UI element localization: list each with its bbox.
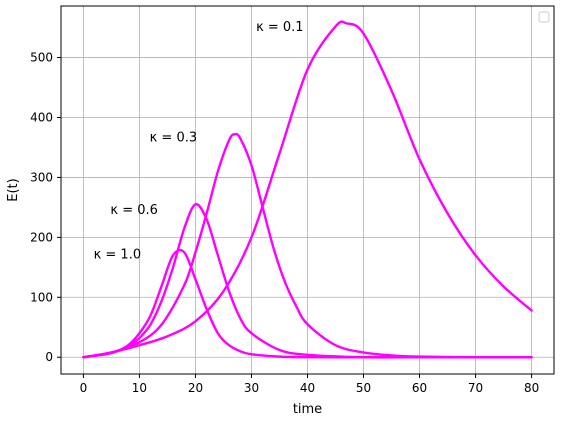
x-tick-label: 60 bbox=[412, 381, 427, 395]
x-tick-label: 50 bbox=[356, 381, 371, 395]
y-axis-label: E(t) bbox=[6, 178, 21, 201]
series-line-2 bbox=[82, 203, 533, 359]
x-tick-label: 40 bbox=[300, 381, 315, 395]
series-line-3 bbox=[82, 132, 533, 359]
annotation-label: κ = 1.0 bbox=[94, 248, 142, 263]
ticks: 0 10 20 30 40 50 60 70 80 0 100 200 300 400 500 bbox=[30, 51, 539, 395]
annotation-label: κ = 0.6 bbox=[110, 203, 158, 218]
x-tick-label: 20 bbox=[188, 381, 203, 395]
x-tick-label: 10 bbox=[132, 381, 147, 395]
annotation-label: κ = 0.3 bbox=[150, 131, 198, 146]
y-tick-label: 400 bbox=[30, 110, 53, 124]
x-axis-label: time bbox=[293, 402, 322, 417]
annotations: κ = 1.0 κ = 0.6 κ = 0.3 κ = 0.1 bbox=[94, 20, 304, 263]
series-line-4 bbox=[82, 20, 533, 359]
annotation-label: κ = 0.1 bbox=[256, 20, 304, 35]
series-group bbox=[82, 20, 533, 359]
y-tick-label: 500 bbox=[30, 51, 53, 65]
y-tick-label: 100 bbox=[30, 290, 53, 304]
x-tick-label: 0 bbox=[80, 381, 88, 395]
x-tick-label: 70 bbox=[468, 381, 483, 395]
y-tick-label: 0 bbox=[45, 350, 53, 364]
y-tick-label: 200 bbox=[30, 230, 53, 244]
y-tick-label: 300 bbox=[30, 170, 53, 184]
legend-box bbox=[538, 11, 550, 23]
x-tick-label: 80 bbox=[524, 381, 539, 395]
x-tick-label: 30 bbox=[244, 381, 259, 395]
